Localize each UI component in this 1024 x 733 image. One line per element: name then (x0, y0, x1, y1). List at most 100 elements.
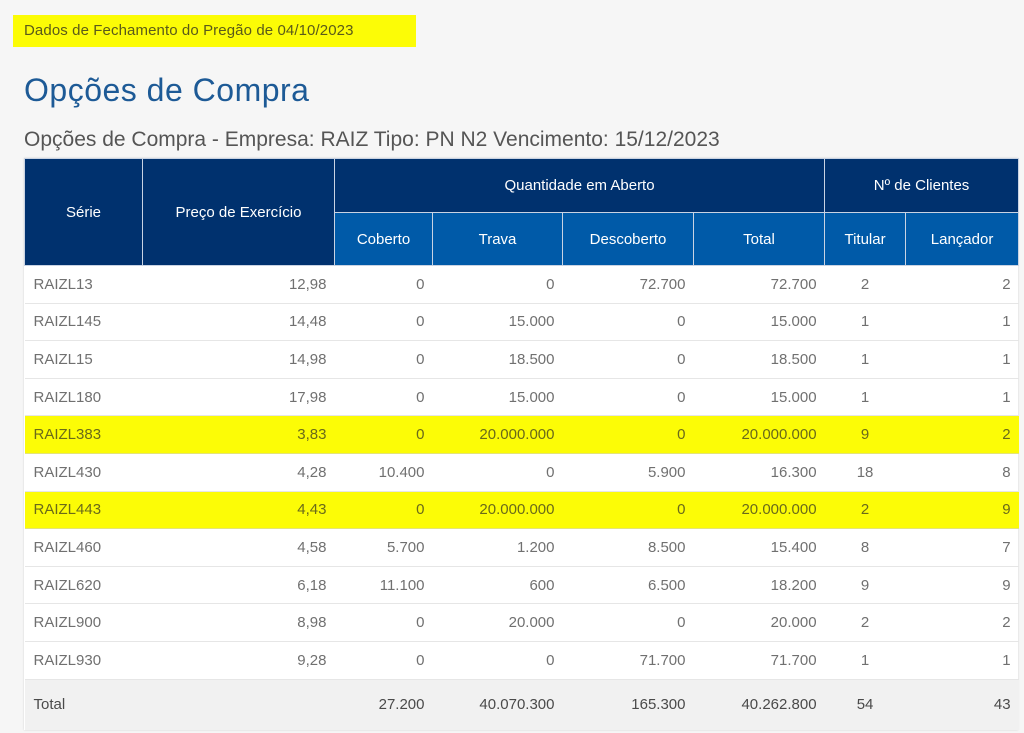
cell-trava: 0 (432, 641, 563, 680)
call-options-table: Série Preço de Exercício Quantidade em A… (24, 158, 1020, 730)
cell-coberto: 10.400 (334, 453, 433, 492)
cell-coberto: 0 (334, 303, 433, 342)
header-quantidade-em-aberto: Quantidade em Aberto (333, 158, 826, 213)
cell-titular: 2 (824, 265, 906, 304)
cell-serie: RAIZL443 (24, 491, 143, 530)
cell-trava: 20.000 (432, 603, 563, 642)
total-total: 40.262.800 (693, 679, 825, 730)
cell-total: 15.000 (693, 378, 825, 417)
header-total[interactable]: Total (692, 212, 826, 266)
table-row: RAIZL443 4,43 0 20.000.000 0 20.000.000 2 9 (24, 491, 1019, 530)
cell-coberto: 0 (334, 491, 433, 530)
cell-total: 15.400 (693, 528, 825, 567)
cell-titular: 2 (824, 491, 906, 530)
cell-serie: RAIZL620 (24, 566, 143, 605)
table-row: RAIZL930 9,28 0 0 71.700 71.700 1 1 (24, 641, 1019, 680)
cell-trava: 20.000.000 (432, 415, 563, 454)
cell-descoberto: 71.700 (562, 641, 694, 680)
cell-preco: 14,48 (142, 303, 335, 342)
cell-titular: 1 (824, 303, 906, 342)
cell-descoberto: 0 (562, 303, 694, 342)
cell-coberto: 0 (334, 641, 433, 680)
cell-serie: RAIZL900 (24, 603, 143, 642)
cell-lancador: 1 (905, 641, 1019, 680)
cell-coberto: 5.700 (334, 528, 433, 567)
cell-preco: 17,98 (142, 378, 335, 417)
total-titular: 54 (824, 679, 906, 730)
cell-titular: 18 (824, 453, 906, 492)
table-row: RAIZL180 17,98 0 15.000 0 15.000 1 1 (24, 378, 1019, 417)
cell-preco: 14,98 (142, 340, 335, 379)
total-coberto: 27.200 (334, 679, 433, 730)
cell-descoberto: 5.900 (562, 453, 694, 492)
header-trava[interactable]: Trava (432, 212, 563, 266)
cell-serie: RAIZL145 (24, 303, 143, 342)
cell-lancador: 1 (905, 340, 1019, 379)
cell-preco: 12,98 (142, 265, 335, 304)
cell-serie: RAIZL13 (24, 265, 143, 304)
cell-trava: 1.200 (432, 528, 563, 567)
cell-total: 16.300 (693, 453, 825, 492)
cell-titular: 1 (824, 378, 906, 417)
cell-lancador: 2 (905, 415, 1019, 454)
table-row: RAIZL620 6,18 11.100 600 6.500 18.200 9 9 (24, 566, 1019, 605)
header-preco-exercicio[interactable]: Preço de Exercício (142, 158, 335, 266)
cell-coberto: 11.100 (334, 566, 433, 605)
cropped-heading (24, 0, 324, 4)
total-preco (142, 679, 335, 730)
header-serie[interactable]: Série (24, 158, 143, 266)
cell-total: 20.000.000 (693, 491, 825, 530)
cell-total: 15.000 (693, 303, 825, 342)
cell-serie: RAIZL430 (24, 453, 143, 492)
cell-coberto: 0 (334, 378, 433, 417)
cell-serie: RAIZL15 (24, 340, 143, 379)
cell-coberto: 0 (334, 265, 433, 304)
header-lancador[interactable]: Lançador (905, 212, 1020, 266)
cell-trava: 600 (432, 566, 563, 605)
cell-preco: 3,83 (142, 415, 335, 454)
cell-trava: 15.000 (432, 378, 563, 417)
cell-total: 18.500 (693, 340, 825, 379)
cell-lancador: 9 (905, 566, 1019, 605)
table-title: Opções de Compra - Empresa: RAIZ Tipo: P… (24, 128, 720, 151)
header-descoberto[interactable]: Descoberto (562, 212, 694, 266)
header-coberto[interactable]: Coberto (334, 212, 433, 266)
cell-titular: 9 (824, 415, 906, 454)
table-row: RAIZL430 4,28 10.400 0 5.900 16.300 18 8 (24, 453, 1019, 492)
cell-descoberto: 0 (562, 378, 694, 417)
cell-lancador: 7 (905, 528, 1019, 567)
cell-lancador: 9 (905, 491, 1019, 530)
cell-lancador: 2 (905, 265, 1019, 304)
cell-descoberto: 0 (562, 415, 694, 454)
total-descoberto: 165.300 (562, 679, 694, 730)
cell-total: 20.000 (693, 603, 825, 642)
cell-trava: 15.000 (432, 303, 563, 342)
cell-descoberto: 6.500 (562, 566, 694, 605)
cell-titular: 2 (824, 603, 906, 642)
cell-preco: 4,28 (142, 453, 335, 492)
options-table-container: Série Preço de Exercício Quantidade em A… (24, 158, 1020, 730)
cell-trava: 0 (432, 453, 563, 492)
cell-serie: RAIZL383 (24, 415, 143, 454)
cell-descoberto: 8.500 (562, 528, 694, 567)
cell-trava: 18.500 (432, 340, 563, 379)
table-row: RAIZL900 8,98 0 20.000 0 20.000 2 2 (24, 603, 1019, 642)
cell-preco: 4,58 (142, 528, 335, 567)
cell-lancador: 8 (905, 453, 1019, 492)
total-lancador: 43 (905, 679, 1019, 730)
cell-titular: 1 (824, 641, 906, 680)
cell-preco: 8,98 (142, 603, 335, 642)
cell-preco: 4,43 (142, 491, 335, 530)
cell-descoberto: 0 (562, 491, 694, 530)
cell-lancador: 2 (905, 603, 1019, 642)
header-titular[interactable]: Titular (824, 212, 907, 266)
cell-trava: 0 (432, 265, 563, 304)
cell-total: 71.700 (693, 641, 825, 680)
cell-descoberto: 72.700 (562, 265, 694, 304)
total-serie: Total (24, 679, 143, 730)
totals-row: Total 27.200 40.070.300 165.300 40.262.800 54… (24, 679, 1019, 730)
cell-descoberto: 0 (562, 603, 694, 642)
closing-date-label: Dados de Fechamento do Pregão de 04/10/2… (13, 15, 416, 47)
page-title: Opções de Compra (24, 72, 310, 108)
cell-lancador: 1 (905, 378, 1019, 417)
